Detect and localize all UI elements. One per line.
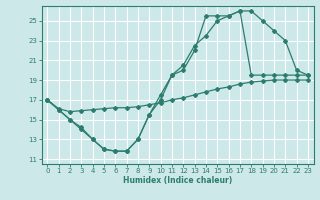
X-axis label: Humidex (Indice chaleur): Humidex (Indice chaleur): [123, 176, 232, 185]
